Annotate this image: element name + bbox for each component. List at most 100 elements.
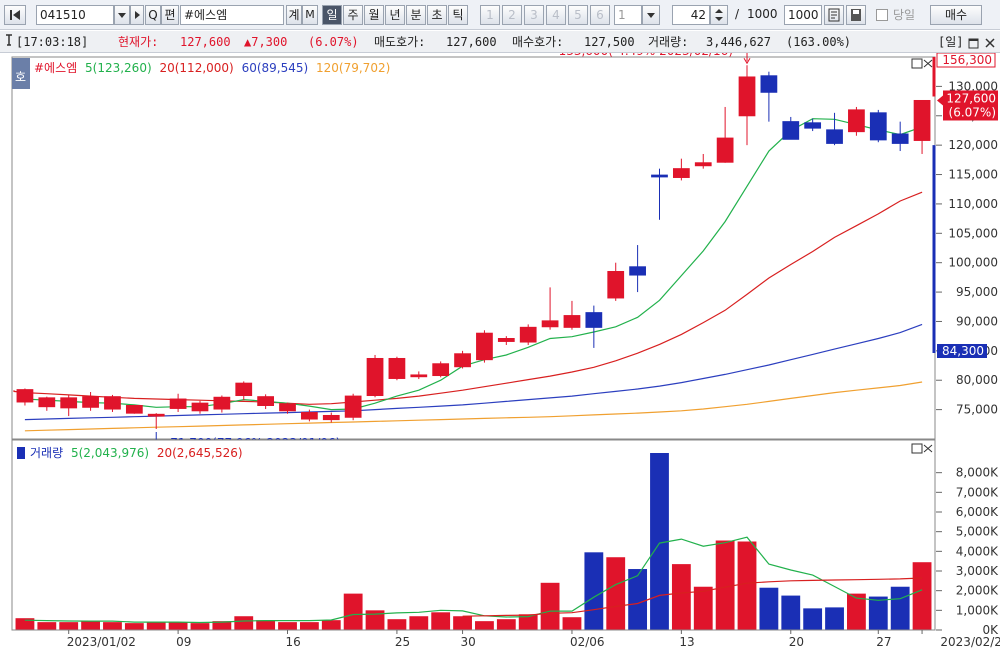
date-tick-label: 2023/01/02 — [67, 635, 136, 649]
date-tick-label: 13 — [679, 635, 694, 649]
count-stepper[interactable] — [710, 5, 728, 25]
tab-num-5[interactable]: 5 — [568, 5, 588, 25]
candle-body — [82, 396, 99, 408]
tab-period-month[interactable]: 월 — [364, 5, 384, 25]
volume-tick-label: 5,000K — [956, 525, 999, 539]
candle-body — [541, 320, 559, 328]
tab-num-2[interactable]: 2 — [502, 5, 522, 25]
candle-body — [147, 413, 165, 417]
up-down-icon — [715, 9, 723, 21]
account-button[interactable]: 계 — [286, 5, 302, 25]
legend-volume: 거래량 — [30, 446, 63, 460]
quote-time: [17:03:18] — [16, 35, 89, 49]
first-record-button[interactable] — [4, 5, 26, 25]
volume-bar — [278, 622, 297, 630]
volume-bar — [234, 616, 254, 630]
candle-body — [213, 396, 231, 410]
total-count-input[interactable]: 1000 — [784, 5, 822, 25]
candle-body — [301, 412, 318, 420]
volume-bar — [825, 607, 844, 630]
high-annotation-arrow — [743, 57, 751, 65]
volume-bar — [59, 622, 79, 630]
tab-period-minute[interactable]: 분 — [406, 5, 426, 25]
ask-price: 127,600 — [446, 35, 497, 49]
price-pane — [11, 56, 936, 440]
tab-period-tick[interactable]: 틱 — [448, 5, 468, 25]
volume-bar — [475, 621, 494, 630]
stock-code-input[interactable]: 041510 — [36, 5, 114, 25]
close-icon[interactable] — [984, 35, 996, 57]
code-dropdown-button[interactable] — [114, 5, 130, 25]
interval-select[interactable]: 1 — [614, 5, 642, 25]
price-y-axis: 75,00080,00085,00090,00095,000100,000105… — [932, 53, 998, 417]
volume-tick-label: 2,000K — [956, 584, 999, 598]
volume-bar — [693, 586, 713, 630]
tab-period-year[interactable]: 년 — [385, 5, 405, 25]
tab-num-4[interactable]: 4 — [546, 5, 566, 25]
bid-price: 127,500 — [584, 35, 635, 49]
jump-button[interactable]: 편 — [161, 5, 179, 25]
candle-body — [738, 76, 756, 117]
date-x-axis: 2023/01/02 09 16 25 30 02/06 13 20 27 2023/02/28 — [67, 630, 1000, 649]
pane-restore-icon[interactable] — [911, 58, 923, 69]
candle-body — [322, 414, 340, 421]
tab-period-second[interactable]: 초 — [427, 5, 447, 25]
bid-label: 매수호가: — [512, 35, 564, 49]
volume-bar — [847, 593, 866, 630]
tab-period-week[interactable]: 주 — [343, 5, 363, 25]
volume-bar — [737, 541, 757, 630]
date-tick-label: 30 — [461, 635, 476, 649]
moving-average-lines — [13, 118, 923, 432]
volume-bar — [518, 614, 538, 630]
display-count-input[interactable]: 42 — [672, 5, 710, 25]
candle-body — [607, 271, 625, 299]
candle-body — [782, 121, 800, 140]
volume-bar — [103, 622, 122, 630]
m-button[interactable]: M — [302, 5, 318, 25]
price-tick-label: 80,000 — [956, 373, 998, 387]
high-annotation-label: 133,600(-4.49% 2023/02/16) — [559, 53, 733, 58]
save-button[interactable] — [846, 5, 866, 25]
next-stock-button[interactable] — [130, 5, 144, 25]
current-pct-label: (6.07%) — [949, 105, 996, 119]
search-button[interactable]: Q — [145, 5, 161, 25]
volume-bar — [606, 557, 626, 630]
top-range-box — [936, 53, 996, 68]
candle-body — [38, 397, 56, 408]
candle-body — [913, 99, 931, 141]
volume-bar — [431, 612, 451, 630]
pane-close-icon[interactable] — [923, 59, 933, 68]
candle-body — [891, 133, 909, 144]
date-tick-label: 2023/02/28 — [940, 635, 1000, 649]
window-restore-icon[interactable] — [968, 35, 980, 57]
volume-pane-close-icon[interactable] — [923, 444, 933, 453]
volume-pane-restore-icon[interactable] — [911, 443, 923, 454]
period-indicator: [일] — [938, 35, 964, 49]
interval-dropdown-button[interactable] — [642, 5, 660, 25]
volume-bar — [781, 595, 801, 630]
volume-bar — [715, 540, 735, 630]
tab-period-day[interactable]: 일 — [322, 5, 342, 25]
ma60-line — [24, 323, 923, 421]
current-price-pointer — [937, 95, 943, 106]
current-price-label: 127,600 — [946, 91, 996, 105]
volume-ma-lines — [24, 536, 923, 624]
candle-body — [848, 109, 865, 133]
price-tick-label: 90,000 — [956, 314, 998, 328]
candle-body — [279, 403, 296, 412]
total-count-label: 1000 — [747, 7, 778, 21]
tab-num-3[interactable]: 3 — [524, 5, 544, 25]
candle-body — [60, 397, 78, 409]
skip-first-icon — [10, 10, 20, 20]
today-label: 당일 — [893, 8, 916, 22]
candle-body — [257, 396, 275, 407]
stock-name-field[interactable]: #에스엠 — [180, 5, 284, 25]
tab-num-1[interactable]: 1 — [480, 5, 500, 25]
save-icon — [851, 9, 861, 21]
candle-body — [760, 75, 778, 93]
today-checkbox[interactable] — [876, 9, 888, 21]
legend-ma120: 120(79,702) — [316, 61, 390, 75]
buy-button[interactable]: 매수 — [930, 5, 982, 25]
settings-button[interactable] — [824, 5, 844, 25]
tab-num-6[interactable]: 6 — [590, 5, 610, 25]
